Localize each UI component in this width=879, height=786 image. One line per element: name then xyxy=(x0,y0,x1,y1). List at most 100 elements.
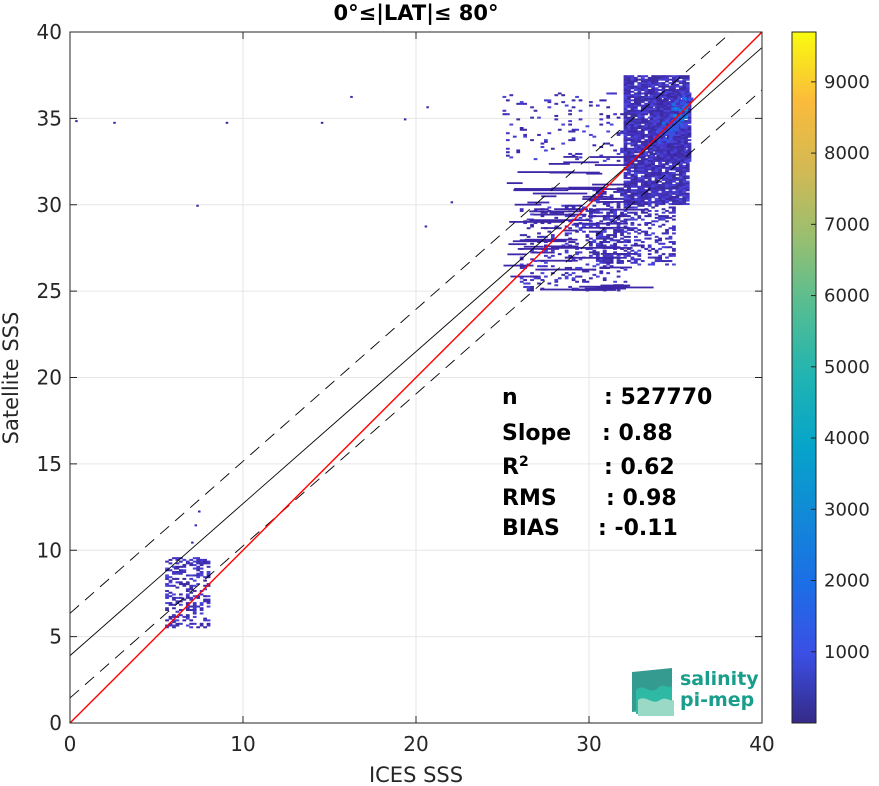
density-cell xyxy=(661,185,666,188)
density-cell xyxy=(165,584,169,587)
density-cell xyxy=(630,166,635,169)
density-cell xyxy=(630,152,635,155)
density-cell xyxy=(537,282,541,285)
density-cell xyxy=(623,190,628,193)
density-streak xyxy=(514,203,542,206)
density-streak xyxy=(580,226,630,229)
density-cell xyxy=(661,89,666,92)
hot-spot-cell xyxy=(676,121,680,125)
density-cell xyxy=(623,241,628,244)
density-cell xyxy=(685,83,690,86)
density-cell xyxy=(630,108,635,111)
density-cell xyxy=(175,567,180,570)
density-cell xyxy=(589,225,593,228)
density-cell xyxy=(627,189,631,192)
density-cell xyxy=(675,192,680,195)
density-cell xyxy=(592,265,597,268)
density-cell xyxy=(568,241,572,244)
density-cell xyxy=(663,144,668,147)
density-cell xyxy=(668,246,673,249)
density-cell xyxy=(196,569,201,572)
density-cell xyxy=(627,92,631,95)
density-cell xyxy=(668,216,673,219)
density-cell xyxy=(666,114,671,117)
density-cell xyxy=(651,168,656,171)
density-cell xyxy=(627,95,631,98)
hot-spot-cell xyxy=(683,97,687,101)
density-cell xyxy=(678,185,683,188)
density-cell xyxy=(165,608,169,612)
density-cell xyxy=(659,146,664,149)
density-cell xyxy=(668,180,673,183)
density-cell xyxy=(523,135,528,138)
density-cell xyxy=(658,239,662,242)
density-cell xyxy=(666,118,671,121)
density-cell xyxy=(684,159,688,162)
density-cell xyxy=(685,165,690,168)
density-cell xyxy=(630,109,635,112)
density-streak xyxy=(564,204,582,207)
density-cell xyxy=(684,121,688,124)
density-cell xyxy=(623,175,628,178)
density-cell xyxy=(644,189,649,192)
density-cell xyxy=(654,192,659,195)
density-cell xyxy=(599,211,604,214)
outlier-point xyxy=(320,121,324,124)
density-cell xyxy=(616,289,621,292)
density-cell xyxy=(620,247,624,250)
density-cell xyxy=(678,175,683,178)
density-cell xyxy=(192,612,197,615)
density-cell xyxy=(192,584,197,587)
density-cell xyxy=(680,111,685,114)
density-cell xyxy=(654,190,659,193)
density-cell xyxy=(684,94,688,97)
density-cell xyxy=(687,135,692,138)
density-cell xyxy=(616,206,621,209)
colorbar-tick-label: 3000 xyxy=(824,499,870,520)
density-cell xyxy=(658,237,662,240)
density-cell xyxy=(578,266,583,269)
density-cell xyxy=(623,203,628,206)
density-cell xyxy=(685,196,690,199)
density-cell xyxy=(185,605,190,608)
density-cell xyxy=(523,222,528,225)
density-cell xyxy=(530,249,534,252)
density-cell xyxy=(623,139,628,142)
density-cell xyxy=(623,133,628,136)
density-cell xyxy=(199,608,204,612)
density-cell xyxy=(637,190,642,193)
density-cell xyxy=(649,130,654,133)
density-cell xyxy=(623,182,628,185)
density-cell xyxy=(620,197,624,200)
density-cell xyxy=(637,137,642,140)
density-cell xyxy=(199,572,204,575)
density-cell xyxy=(637,232,642,235)
density-cell xyxy=(185,614,190,617)
density-cell xyxy=(670,151,675,154)
density-cell xyxy=(564,272,569,275)
density-cell xyxy=(609,220,614,223)
density-cell xyxy=(203,626,207,629)
density-cell xyxy=(644,108,649,111)
density-cell xyxy=(661,197,666,200)
density-cell xyxy=(196,626,201,629)
density-cell xyxy=(644,109,649,112)
outlier-point xyxy=(75,120,78,123)
density-cell xyxy=(175,577,180,580)
density-cell xyxy=(637,78,642,81)
density-cell xyxy=(682,90,687,93)
density-cell xyxy=(656,111,661,114)
density-cell xyxy=(519,263,524,266)
density-cell xyxy=(678,163,683,166)
density-cell xyxy=(502,113,507,116)
density-cell xyxy=(516,102,521,105)
density-cell xyxy=(623,173,628,176)
density-cell xyxy=(654,166,659,169)
density-cell xyxy=(582,130,586,133)
density-cell xyxy=(602,260,607,263)
density-cell xyxy=(630,144,635,147)
density-cell xyxy=(653,104,657,107)
density-cell xyxy=(661,246,666,249)
density-cell xyxy=(659,149,664,152)
density-cell xyxy=(640,109,645,112)
